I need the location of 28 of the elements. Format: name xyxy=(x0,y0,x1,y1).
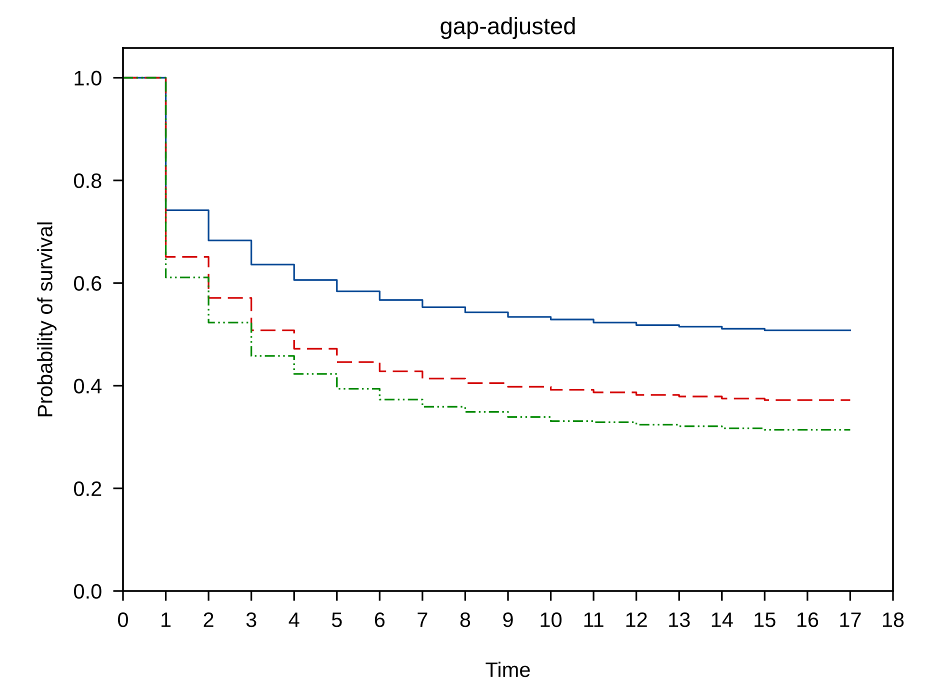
y-tick-label: 0.4 xyxy=(74,378,102,394)
x-tick-label: 13 xyxy=(669,612,690,628)
x-tick-label: 5 xyxy=(332,612,342,628)
x-tick-label: 8 xyxy=(460,612,470,628)
y-tick-label: 1.0 xyxy=(74,70,102,86)
x-tick-label: 9 xyxy=(503,612,513,628)
x-tick-label: 15 xyxy=(754,612,776,628)
x-tick-label: 14 xyxy=(712,612,733,627)
x-tick-label: 6 xyxy=(374,612,385,628)
x-tick-label: 2 xyxy=(204,612,214,627)
y-axis-title: Probability of survival xyxy=(37,222,57,416)
x-tick-label: 11 xyxy=(584,612,604,627)
y-tick-label: 0.6 xyxy=(74,276,102,291)
x-tick-label: 12 xyxy=(626,612,647,627)
x-axis-title: Time xyxy=(486,662,530,678)
x-tick-label: 17 xyxy=(840,612,861,627)
x-tick-label: 0 xyxy=(118,612,128,628)
y-tick-label: 0.8 xyxy=(74,173,102,188)
x-tick-label: 18 xyxy=(883,612,904,628)
x-tick-label: 7 xyxy=(418,612,428,627)
x-tick-label: 3 xyxy=(246,612,256,628)
chart-title: gap-adjusted xyxy=(440,17,575,40)
x-tick-label: 16 xyxy=(797,612,818,628)
y-tick-label: 0.2 xyxy=(74,481,102,496)
x-tick-label: 10 xyxy=(540,612,562,628)
x-tick-label: 1 xyxy=(162,612,171,627)
x-tick-label: 4 xyxy=(288,612,300,627)
y-tick-label: 0.0 xyxy=(74,584,102,599)
